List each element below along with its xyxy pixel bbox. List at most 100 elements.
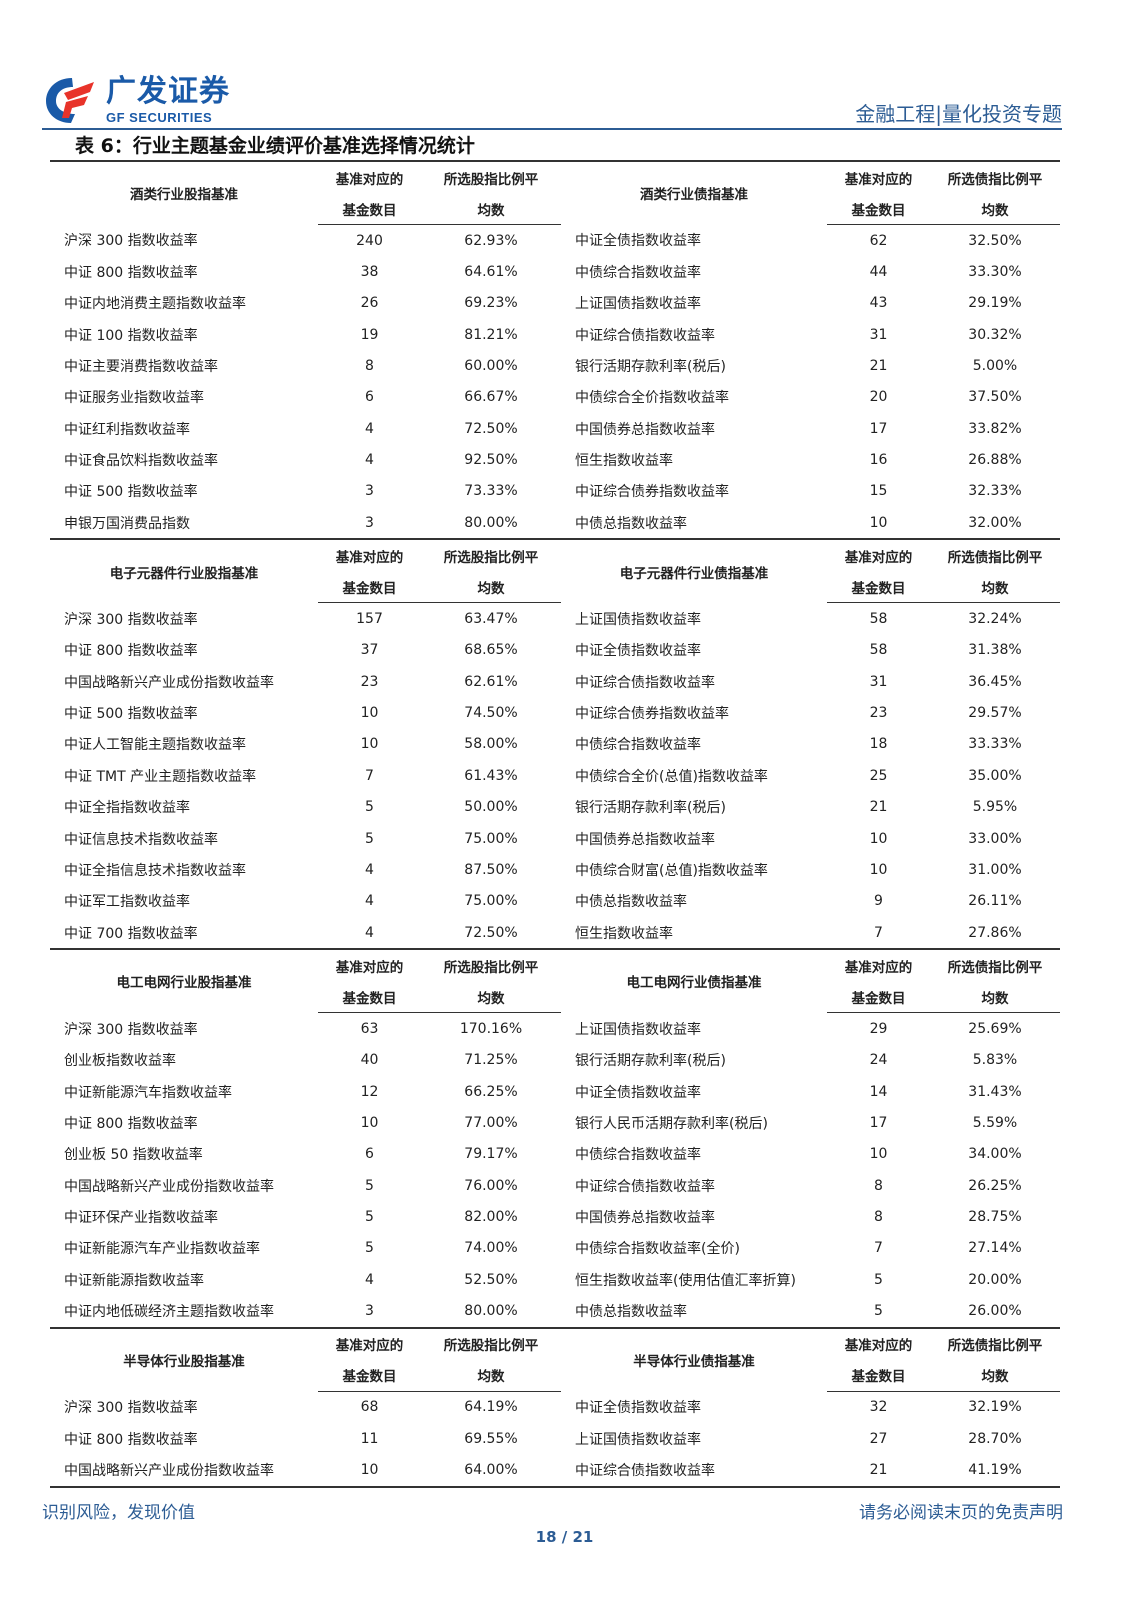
- table-row: 创业板指数收益率 40 71.25% 银行活期存款利率(税后) 24 5.83%: [50, 1045, 1060, 1076]
- table-row: 中证 800 指数收益率 38 64.61% 中债综合指数收益率 44 33.30%: [50, 256, 1060, 287]
- bond-ratio-average: 33.82%: [968, 420, 1022, 437]
- stock-ratio-average: 63.47%: [464, 611, 518, 628]
- stock-fund-count: 12: [360, 1083, 379, 1100]
- bond-fund-count: 24: [869, 1052, 888, 1069]
- stock-benchmark-name: 中国战略新兴产业成份指数收益率: [50, 1454, 318, 1488]
- bond-benchmark-name: 中证全债指数收益率: [575, 1400, 701, 1417]
- stock-fund-count: 3: [365, 483, 374, 500]
- bond-fund-count: 62: [869, 232, 888, 249]
- table-row: 中证红利指数收益率 4 72.50% 中国债券总指数收益率 17 33.82%: [50, 413, 1060, 444]
- bond-ratio-average: 33.00%: [968, 830, 1022, 847]
- bond-fund-count: 10: [869, 830, 888, 847]
- bond-ratio-average: 31.00%: [968, 861, 1022, 878]
- stock-ratio-average: 60.00%: [464, 358, 518, 375]
- stock-fund-count: 37: [360, 642, 379, 659]
- bond-fund-count: 5: [874, 1302, 883, 1319]
- bond-ratio-average: 5.95%: [972, 799, 1018, 816]
- stock-ratio-average: 92.50%: [464, 452, 518, 469]
- stock-ratio-average: 75.00%: [464, 830, 518, 847]
- table-row: 中证 800 指数收益率 10 77.00% 银行人民币活期存款利率(税后) 17 5.5…: [50, 1107, 1060, 1138]
- section-header-row: 电工电网行业股指基准 基准对应的 所选股指比例平 电工电网行业债指基准 基准对应的 所选债…: [50, 948, 1060, 1013]
- stock-fund-count: 5: [365, 1240, 374, 1257]
- bond-ratio-average: 33.33%: [968, 736, 1022, 753]
- stock-benchmark-name: 中证全指指数收益率: [64, 800, 190, 817]
- stock-fund-count: 240: [356, 232, 383, 249]
- stock-ratio-average: 87.50%: [464, 861, 518, 878]
- bond-ratio-average: 37.50%: [968, 389, 1022, 406]
- bond-benchmark-name: 恒生指数收益率(使用估值汇率折算): [575, 1272, 796, 1289]
- bond-benchmark-name: 上证国债指数收益率: [575, 611, 701, 628]
- stock-benchmark-name: 沪深 300 指数收益率: [64, 233, 198, 250]
- bond-ratio-average: 26.88%: [968, 452, 1022, 469]
- stock-benchmark-name: 中证内地低碳经济主题指数收益率: [64, 1303, 274, 1320]
- bond-benchmark-name: 中债综合指数收益率: [575, 1147, 701, 1164]
- stock-fund-count: 10: [360, 1114, 379, 1131]
- bond-ratio-average: 5.83%: [972, 1052, 1018, 1069]
- bond-benchmark-name: 银行活期存款利率(税后): [575, 1053, 726, 1070]
- bond-fund-count: 5: [874, 1271, 883, 1288]
- page-header: 广发证券 GF SECURITIES 金融工程|量化投资专题: [42, 70, 1062, 132]
- report-type: 金融工程|量化投资专题: [855, 102, 1062, 126]
- bond-ratio-average: 41.19%: [930, 1454, 1060, 1488]
- bond-fund-count: 32: [869, 1399, 888, 1416]
- stock-fund-count: 4: [365, 420, 374, 437]
- bond-count-header: 基准对应的: [827, 160, 930, 193]
- bond-benchmark-name: 恒生指数收益率: [575, 453, 673, 470]
- bond-fund-count: 10: [869, 1146, 888, 1163]
- page-number: 18 / 21: [535, 1528, 594, 1546]
- stock-ratio-average: 73.33%: [464, 483, 518, 500]
- stock-benchmark-name: 中证食品饮料指数收益率: [64, 453, 218, 470]
- bond-fund-count: 27: [869, 1430, 888, 1447]
- bond-fund-count: 20: [869, 389, 888, 406]
- bond-benchmark-name: 中证全债指数收益率: [575, 233, 701, 250]
- table-row: 中证内地消费主题指数收益率 26 69.23% 上证国债指数收益率 43 29.19%: [50, 288, 1060, 319]
- bond-fund-count: 17: [869, 420, 888, 437]
- bond-fund-count: 21: [869, 799, 888, 816]
- stock-fund-count: 4: [365, 893, 374, 910]
- stock-ratio-average: 72.50%: [464, 420, 518, 437]
- bond-benchmark-name: 恒生指数收益率: [575, 925, 673, 942]
- stock-count-header: 基金数目: [318, 193, 421, 225]
- stock-fund-count: 7: [365, 767, 374, 784]
- stock-fund-count: 63: [360, 1020, 379, 1037]
- bond-benchmark-name: 中国债券总指数收益率: [575, 1209, 715, 1226]
- bond-benchmark-header: 酒类行业债指基准: [561, 160, 827, 225]
- bond-ratio-average: 30.32%: [968, 326, 1022, 343]
- bond-fund-count: 21: [827, 1454, 930, 1488]
- stock-fund-count: 6: [365, 389, 374, 406]
- bond-pct-header: 所选债指比例平: [930, 538, 1060, 572]
- bond-ratio-average: 31.38%: [968, 642, 1022, 659]
- stock-benchmark-name: 中证 800 指数收益率: [64, 1115, 198, 1132]
- bond-fund-count: 8: [874, 1208, 883, 1225]
- bond-ratio-average: 25.69%: [968, 1020, 1022, 1037]
- stock-ratio-average: 66.25%: [464, 1083, 518, 1100]
- bond-fund-count: 17: [869, 1114, 888, 1131]
- stock-ratio-average: 79.17%: [464, 1146, 518, 1163]
- bond-pct-header: 均数: [930, 193, 1060, 225]
- bond-benchmark-name: 中债总指数收益率: [575, 515, 687, 532]
- bond-count-header: 基金数目: [827, 1359, 930, 1392]
- benchmark-table: 酒类行业股指基准 基准对应的 所选股指比例平 酒类行业债指基准 基准对应的 所选债指比例平…: [50, 160, 1060, 1488]
- stock-fund-count: 68: [360, 1399, 379, 1416]
- stock-count-header: 基金数目: [318, 571, 421, 604]
- table-row: 沪深 300 指数收益率 240 62.93% 中证全债指数收益率 62 32.50%: [50, 225, 1060, 257]
- stock-pct-header: 所选股指比例平: [421, 1326, 561, 1360]
- stock-benchmark-name: 中证环保产业指数收益率: [64, 1209, 218, 1226]
- bond-ratio-average: 32.50%: [968, 232, 1022, 249]
- bond-benchmark-name: 中证全债指数收益率: [575, 1084, 701, 1101]
- stock-benchmark-name: 申银万国消费品指数: [64, 515, 190, 532]
- stock-benchmark-name: 中证人工智能主题指数收益率: [64, 737, 246, 754]
- table-row: 中证食品饮料指数收益率 4 92.50% 恒生指数收益率 16 26.88%: [50, 444, 1060, 475]
- bond-ratio-average: 34.00%: [968, 1146, 1022, 1163]
- table-row: 中证 700 指数收益率 4 72.50% 恒生指数收益率 7 27.86%: [50, 917, 1060, 949]
- stock-benchmark-name: 中证红利指数收益率: [64, 421, 190, 438]
- stock-count-header: 基准对应的: [318, 538, 421, 572]
- bond-fund-count: 7: [874, 924, 883, 941]
- stock-fund-count: 38: [360, 264, 379, 281]
- bond-benchmark-name: 中国债券总指数收益率: [575, 421, 715, 438]
- stock-benchmark-name: 中证 100 指数收益率: [64, 327, 198, 344]
- section-header-row: 基金数目 均数 基金数目 均数: [50, 981, 1060, 1014]
- stock-fund-count: 10: [360, 736, 379, 753]
- bond-fund-count: 43: [869, 295, 888, 312]
- bond-count-header: 基准对应的: [827, 948, 930, 982]
